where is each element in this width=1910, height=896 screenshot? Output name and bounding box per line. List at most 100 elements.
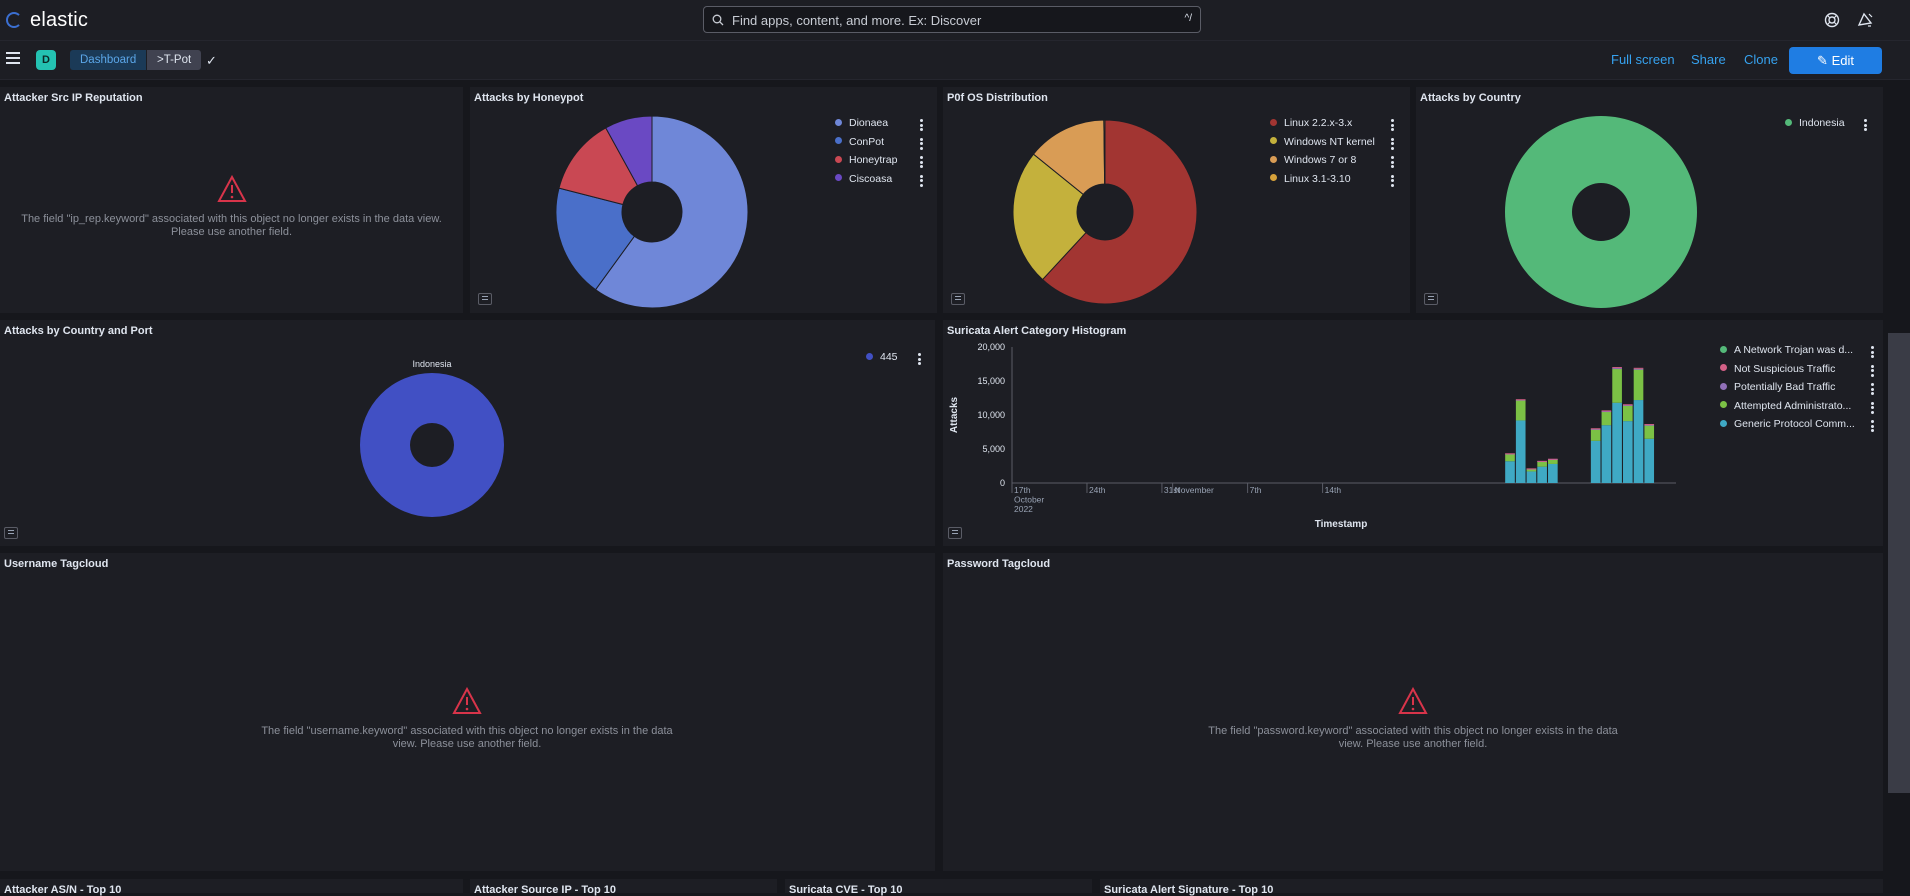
legend-item[interactable]: 445 [866, 351, 898, 363]
panel-username-tagcloud: Username Tagcloud The field "username.ke… [0, 553, 935, 871]
panel-password-tagcloud: Password Tagcloud The field "password.ke… [943, 553, 1883, 871]
breadcrumb-dashboard[interactable]: Dashboard [70, 50, 147, 70]
panel-title: Attacker Src IP Reputation [4, 92, 143, 104]
page-scrollbar[interactable] [1888, 333, 1910, 793]
histogram-bar-segment [1644, 425, 1655, 439]
legend-label: Windows NT kernel [1284, 135, 1375, 148]
histogram-bar-segment [1526, 468, 1537, 470]
country-port-pie-chart[interactable] [357, 370, 507, 520]
pie-slice-dionaea [594, 115, 749, 309]
legend-item[interactable]: Attempted Administrato... [1720, 400, 1851, 412]
legend-item[interactable]: Indonesia [1785, 117, 1845, 129]
legend-color-dot [1270, 155, 1277, 163]
legend-item[interactable]: Linux 3.1-3.10 [1270, 173, 1351, 185]
p0f-pie-chart[interactable] [1005, 112, 1205, 312]
news-feed-icon[interactable] [1856, 11, 1874, 29]
legend-options-icon[interactable] [1391, 119, 1394, 133]
histogram-bar-segment [1633, 368, 1644, 370]
legend-item[interactable]: ConPot [835, 136, 884, 148]
legend-item[interactable]: Not Suspicious Traffic [1720, 363, 1835, 375]
edit-button[interactable]: ✎ Edit [1789, 47, 1882, 74]
legend-options-icon[interactable] [1391, 156, 1394, 170]
menu-toggle-icon[interactable] [6, 52, 20, 66]
legend-options-icon[interactable] [1871, 420, 1874, 434]
honeypot-pie-chart[interactable] [552, 112, 752, 312]
help-icon[interactable] [1823, 11, 1841, 29]
search-icon [712, 14, 724, 26]
clone-button[interactable]: Clone [1744, 52, 1778, 67]
legend-options-icon[interactable] [920, 119, 923, 133]
warning-icon [452, 687, 482, 714]
legend-color-dot [1270, 137, 1277, 145]
legend-options-icon[interactable] [1391, 174, 1394, 189]
legend-color-dot [1720, 382, 1727, 390]
panel-title: Suricata CVE - Top 10 [789, 884, 903, 896]
legend-options-icon[interactable] [1871, 364, 1874, 379]
legend-options-icon[interactable] [920, 137, 923, 152]
legend-color-dot [1270, 118, 1277, 126]
elastic-logo-icon [6, 12, 22, 28]
legend-toggle-icon[interactable] [951, 293, 965, 305]
legend-options-icon[interactable] [920, 156, 923, 170]
histogram-bar-segment [1548, 463, 1558, 483]
histogram-bar-segment [1505, 453, 1515, 455]
legend-label: Linux 2.2.x-3.x [1284, 117, 1353, 129]
histogram-bar-segment [1612, 368, 1622, 370]
legend-options-icon[interactable] [1871, 346, 1874, 360]
legend-options-icon[interactable] [918, 353, 921, 367]
panel-error: The field "ip_rep.keyword" associated wi… [20, 175, 443, 239]
panel-title: P0f OS Distribution [947, 92, 1048, 104]
legend-options-icon[interactable] [1864, 119, 1867, 133]
panel-p0f-os-distribution: P0f OS Distribution Linux 2.2.x-3.x Windo… [943, 87, 1410, 313]
y-tick-label: 10,000 [977, 410, 1005, 420]
elastic-logo[interactable]: elastic [6, 9, 88, 31]
histogram-bar-segment [1644, 438, 1655, 483]
panel-attacker-asn-top10: Attacker AS/N - Top 10 [0, 879, 463, 896]
histogram-bar-segment [1590, 428, 1601, 430]
legend-toggle-icon[interactable] [948, 527, 962, 539]
legend-color-dot [1720, 364, 1727, 372]
legend-color-dot [1720, 345, 1727, 353]
legend-item[interactable]: Dionaea [835, 117, 888, 129]
histogram-bar-segment [1644, 424, 1655, 426]
search-shortcut-hint: ^/ [1184, 13, 1192, 24]
legend-options-icon[interactable] [920, 174, 923, 189]
search-input[interactable] [730, 7, 1154, 34]
country-pie-chart[interactable] [1501, 112, 1701, 312]
legend-options-icon[interactable] [1871, 401, 1874, 416]
legend-item[interactable]: Linux 2.2.x-3.x [1270, 117, 1352, 129]
x-tick-label: November [1175, 485, 1214, 495]
pie-label: Indonesia [412, 359, 452, 369]
panel-title: Attacks by Country and Port [4, 325, 153, 337]
histogram-bar-segment [1633, 369, 1644, 401]
legend-toggle-icon[interactable] [4, 527, 18, 539]
full-screen-button[interactable]: Full screen [1611, 52, 1675, 67]
panel-title: Attacks by Country [1420, 92, 1521, 104]
legend-item[interactable]: A Network Trojan was d... [1720, 344, 1853, 356]
legend-label: Generic Protocol Comm... [1734, 418, 1855, 430]
panel-title: Password Tagcloud [947, 558, 1051, 570]
y-tick-label: 15,000 [977, 376, 1005, 386]
error-message: The field "password.keyword" associated … [1208, 725, 1618, 750]
legend-item[interactable]: Honeytrap [835, 154, 897, 166]
histogram-bar-segment [1515, 400, 1526, 421]
share-button[interactable]: Share [1691, 52, 1726, 67]
legend-options-icon[interactable] [1391, 137, 1394, 152]
legend-item[interactable]: Ciscoasa [835, 173, 892, 185]
legend-color-dot [835, 174, 842, 182]
panel-title: Attacker AS/N - Top 10 [4, 884, 122, 896]
y-axis-title: Attacks [949, 397, 960, 434]
legend-item[interactable]: Windows NT kernel [1270, 136, 1375, 148]
histogram-bar-segment [1601, 410, 1612, 412]
legend-item[interactable]: Generic Protocol Comm... [1720, 418, 1855, 430]
panel-suricata-cve-top10: Suricata CVE - Top 10 [785, 879, 1092, 896]
legend-item[interactable]: Windows 7 or 8 [1270, 154, 1356, 166]
legend-item[interactable]: Potentially Bad Traffic [1720, 381, 1835, 393]
legend-toggle-icon[interactable] [478, 293, 492, 305]
panel-attacker-src-ip-reputation: Attacker Src IP Reputation The field "ip… [0, 87, 463, 313]
global-search[interactable]: ^/ [703, 6, 1201, 34]
legend-options-icon[interactable] [1871, 383, 1874, 397]
suricata-histogram[interactable]: 0 5,000 10,000 15,000 20,000 17th October 2022 2… [943, 320, 1883, 546]
space-avatar[interactable]: D [36, 50, 56, 70]
legend-toggle-icon[interactable] [1424, 293, 1438, 305]
